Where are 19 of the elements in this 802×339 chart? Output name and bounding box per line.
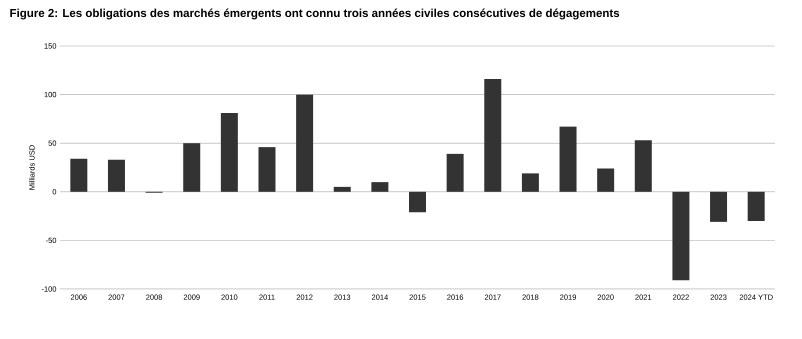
bar	[634, 140, 652, 192]
bar	[183, 143, 200, 192]
bar	[409, 192, 426, 212]
bar	[748, 192, 765, 221]
chart-title: Figure 2: Les obligations des marchés émergents ont connu trois années civiles consécutives de dégagements	[10, 8, 620, 20]
bar	[597, 168, 614, 192]
bar	[522, 173, 539, 192]
bar	[70, 158, 88, 192]
bar	[672, 192, 690, 280]
bar	[108, 160, 125, 192]
bar	[220, 113, 238, 192]
bar	[371, 182, 388, 192]
bar	[446, 154, 464, 192]
bar	[258, 147, 276, 192]
bar	[710, 192, 728, 222]
bar	[296, 94, 314, 192]
bar	[334, 186, 351, 192]
bar	[560, 126, 577, 192]
bar	[484, 79, 502, 192]
